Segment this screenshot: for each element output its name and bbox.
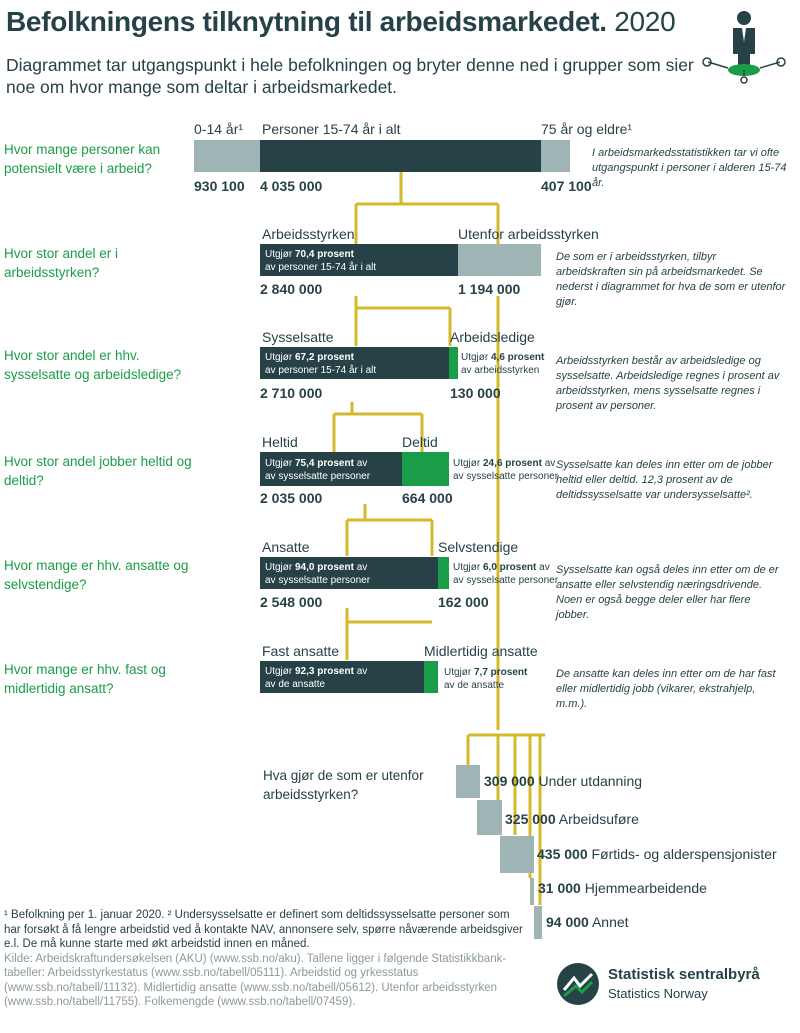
logo-english: Statistics Norway: [608, 986, 708, 1001]
note-row-3: Sysselsatte kan deles inn etter om de jo…: [556, 459, 773, 501]
label-employed: Sysselsatte: [262, 329, 334, 345]
bar-employees: Utgjør 94,0 prosent av av sysselsatte per…: [260, 557, 438, 589]
bar-temporary: [424, 661, 438, 693]
question-fulltime-parttime: Hvor stor andel jobber heltid og deltid?: [4, 454, 192, 488]
label-employees: Ansatte: [262, 539, 310, 555]
bar-0-14: [194, 140, 260, 172]
bar-outside-labour-force: [458, 244, 541, 276]
bar-text-labour-force: Utgjør 70,4 prosent av personer 15-74 år …: [265, 249, 377, 273]
label-temporary: Midlertidig ansatte: [424, 643, 538, 659]
bar-text-employees: Utgjør 94,0 prosent av av sysselsatte per…: [265, 562, 371, 586]
bar-employed: Utgjør 67,2 prosent av personer 15-74 år …: [260, 347, 449, 379]
outbar-text-parttime: Utgjør 24,6 prosent av av sysselsatte per…: [453, 458, 559, 482]
note-row-5: De ansatte kan deles inn etter om de har…: [556, 668, 776, 710]
value-fulltime: 2 035 000: [260, 490, 323, 506]
logo-name: Statistisk sentralbyrå: [608, 966, 760, 983]
label-75-plus: 75 år og eldre¹: [541, 121, 633, 137]
value-parttime: 664 000: [402, 490, 453, 506]
question-permanent-temporary: Hvor mange er hhv. fast og midlertidig a…: [4, 662, 166, 696]
bar-text-employed: Utgjør 67,2 prosent av personer 15-74 år …: [265, 352, 377, 376]
value-labour-force: 2 840 000: [260, 281, 323, 297]
label-15-74: Personer 15-74 år i alt: [262, 121, 401, 137]
value-selfemployed: 162 000: [438, 594, 489, 610]
bar-labour-force: Utgjør 70,4 prosent av personer 15-74 år …: [260, 244, 458, 276]
note-row-2: Arbeidsstyrken består av arbeidsledige o…: [556, 355, 780, 412]
outbar-text-unemployed: Utgjør 4,6 prosent av arbeidsstyrken: [461, 352, 545, 376]
value-employed: 2 710 000: [260, 385, 323, 401]
bar-hjemmearbeidende: [530, 878, 534, 905]
footnote-notes: ¹ Befolkning per 1. januar 2020. ² Under…: [4, 909, 523, 950]
value-employees: 2 548 000: [260, 594, 323, 610]
outbar-text-temporary: Utgjør 7,7 prosent av de ansatte: [444, 667, 528, 691]
bar-annet: [534, 906, 542, 939]
item-hjemmearbeidende: 31 000 Hjemmearbeidende: [538, 880, 707, 896]
bar-arbeidsufore: [477, 800, 502, 835]
title-main: Befolkningens tilknytning til arbeidsmar…: [6, 6, 607, 37]
label-unemployed: Arbeidsledige: [450, 329, 535, 345]
label-selfemployed: Selvstendige: [438, 539, 519, 555]
value-unemployed: 130 000: [450, 385, 501, 401]
question-potential: Hvor mange personer kan potensielt være …: [4, 142, 161, 176]
value-0-14: 930 100: [194, 178, 245, 194]
bar-under-utdanning: [456, 765, 480, 798]
value-75-plus: 407 100: [541, 178, 592, 194]
note-row-0: I arbeidsmarkedsstatistikken tar vi ofte…: [592, 147, 787, 189]
value-15-74: 4 035 000: [260, 178, 323, 194]
question-labour-force: Hvor stor andel er i arbeidsstyrken?: [4, 246, 119, 280]
bar-permanent: Utgjør 92,3 prosent av av de ansatte: [260, 661, 424, 693]
outbar-text-selfemployed: Utgjør 6,0 prosent av av sysselsatte pers…: [453, 562, 559, 586]
label-parttime: Deltid: [402, 434, 438, 450]
bar-15-74: [260, 140, 541, 172]
person-network-icon: [702, 11, 786, 84]
bar-parttime: [402, 452, 449, 486]
item-pensjonister: 435 000 Førtids- og alderspensjonister: [537, 846, 777, 862]
bar-text-permanent: Utgjør 92,3 prosent av av de ansatte: [265, 666, 368, 690]
question-employees-selfemployed: Hvor mange er hhv. ansatte og selvstendi…: [4, 558, 189, 592]
label-labour-force: Arbeidsstyrken: [262, 226, 355, 242]
subtitle: Diagrammet tar utgangspunkt i hele befol…: [6, 55, 694, 97]
bar-fulltime: Utgjør 75,4 prosent av av sysselsatte per…: [260, 452, 402, 486]
question-employed-unemployed: Hvor stor andel er hhv. sysselsatte og a…: [4, 348, 182, 382]
item-annet: 94 000 Annet: [546, 914, 629, 930]
note-row-1: De som er i arbeidsstyrken, tilbyr arbei…: [556, 251, 786, 308]
ssb-logo-icon: [557, 963, 599, 1005]
bar-unemployed: [449, 347, 458, 379]
label-0-14: 0-14 år¹: [194, 121, 244, 137]
label-outside-labour-force: Utenfor arbeidsstyrken: [458, 226, 599, 242]
note-row-4: Sysselsatte kan også deles inn etter om …: [556, 564, 779, 621]
bar-selfemployed: [438, 557, 449, 589]
label-permanent: Fast ansatte: [262, 643, 340, 659]
item-arbeidsufore: 325 000 Arbeidsuføre: [505, 811, 639, 827]
footnotes: ¹ Befolkning per 1. januar 2020. ² Under…: [4, 908, 524, 1010]
item-under-utdanning: 309 000 Under utdanning: [484, 773, 643, 789]
bar-pensjonister: [500, 836, 534, 873]
title-year: 2020: [614, 6, 676, 37]
question-outside: Hva gjør de som er utenfor arbeidsstyrke…: [263, 768, 424, 802]
footnote-source: Kilde: Arbeidskraftundersøkelsen (AKU) (…: [4, 952, 507, 1009]
bar-text-fulltime: Utgjør 75,4 prosent av av sysselsatte per…: [265, 458, 371, 482]
label-fulltime: Heltid: [262, 434, 298, 450]
bar-75-plus: [541, 140, 570, 172]
value-outside-labour-force: 1 194 000: [458, 281, 521, 297]
page-title: Befolkningens tilknytning til arbeidsmar…: [6, 6, 676, 38]
